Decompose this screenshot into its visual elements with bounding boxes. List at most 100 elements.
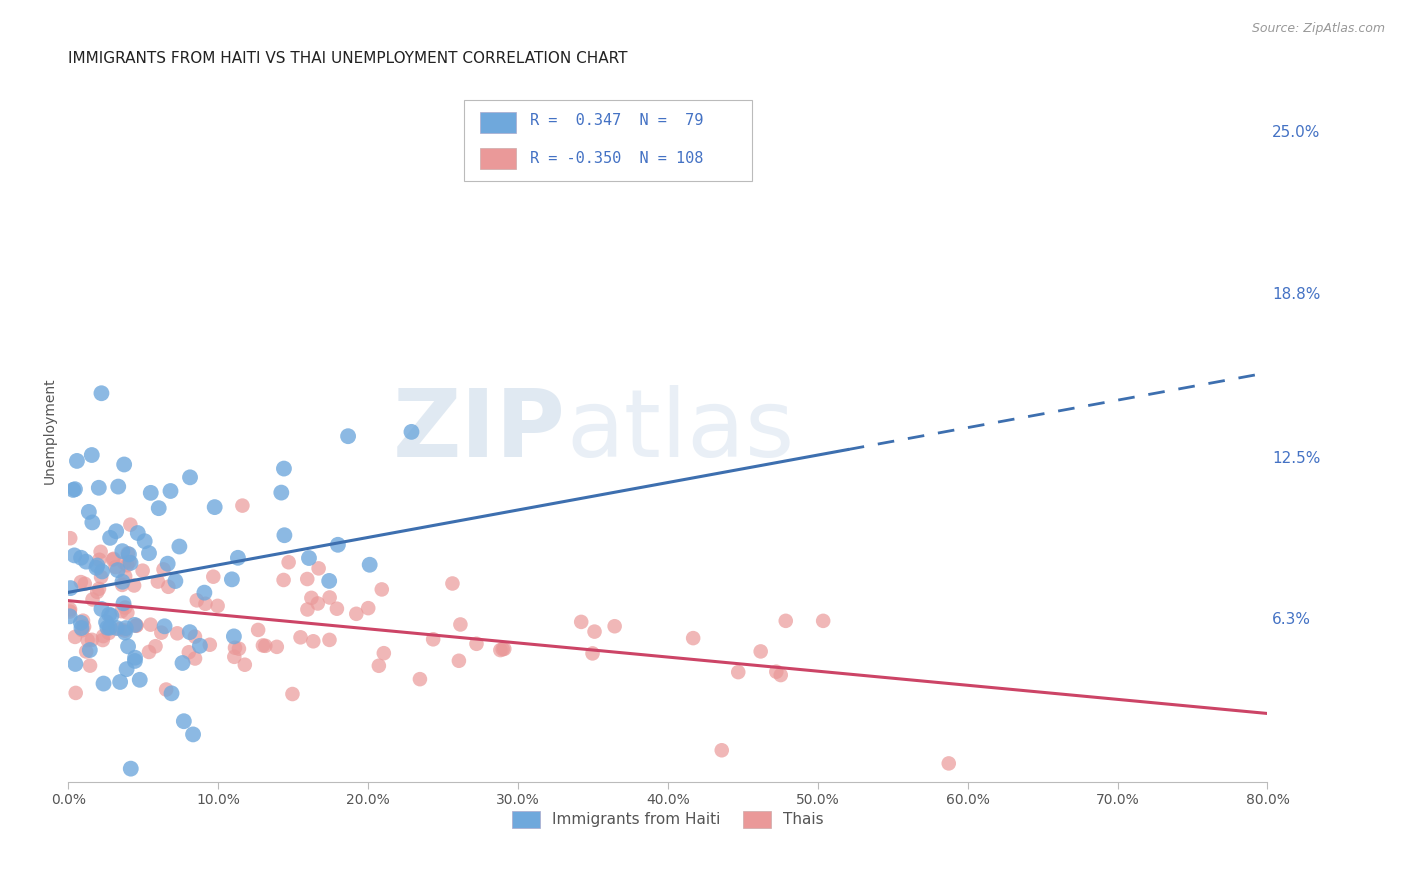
Point (422, 632, 444, 647)
Point (152, 562, 174, 576)
Point (139, 486, 162, 500)
FancyBboxPatch shape (464, 101, 752, 181)
Point (231, 499, 253, 513)
Point (120, 762, 142, 776)
Point (153, 619, 176, 633)
Point (307, 597, 329, 611)
Point (87, 481, 110, 495)
Point (179, 625, 201, 640)
Point (155, 682, 177, 697)
Point (66, 454, 89, 468)
FancyBboxPatch shape (479, 112, 516, 134)
Point (117, 606, 139, 620)
Point (172, 656, 194, 670)
Point (79, 643, 101, 657)
Text: R =  0.347  N =  79: R = 0.347 N = 79 (530, 112, 703, 128)
Point (122, 578, 145, 592)
Point (727, 665, 749, 680)
Point (337, 429, 360, 443)
Point (76, 632, 98, 647)
Point (749, 644, 772, 658)
Point (77, 505, 100, 519)
Point (441, 576, 464, 591)
Point (308, 561, 330, 575)
Point (134, 534, 156, 549)
Point (63, 482, 86, 496)
Point (159, 483, 181, 498)
Point (86, 585, 108, 599)
Y-axis label: Unemployment: Unemployment (44, 377, 58, 483)
FancyBboxPatch shape (479, 148, 516, 169)
Point (96, 621, 118, 635)
Point (94, 615, 117, 630)
Point (173, 714, 195, 729)
Legend: Immigrants from Haiti, Thais: Immigrants from Haiti, Thais (506, 805, 830, 834)
Point (112, 458, 135, 472)
Point (117, 546, 139, 560)
Point (222, 629, 245, 643)
Point (603, 619, 626, 633)
Point (207, 599, 229, 613)
Point (73, 576, 96, 591)
Point (221, 573, 243, 587)
Point (290, 630, 312, 644)
Point (59, 609, 82, 624)
Point (114, 621, 136, 635)
Text: atlas: atlas (565, 384, 794, 476)
Point (326, 538, 349, 552)
Point (86, 558, 108, 573)
Point (318, 591, 340, 605)
Point (160, 686, 183, 700)
Point (79, 658, 101, 673)
Point (252, 639, 274, 653)
Point (254, 639, 277, 653)
Point (299, 591, 322, 605)
Point (138, 645, 160, 659)
Point (101, 552, 124, 566)
Point (165, 574, 187, 588)
Point (202, 570, 225, 584)
Point (103, 552, 125, 566)
Point (204, 500, 226, 515)
Point (112, 556, 135, 570)
Point (357, 601, 380, 615)
Point (169, 540, 191, 554)
Point (100, 608, 122, 623)
Point (409, 672, 432, 686)
Point (318, 632, 340, 647)
Point (73, 620, 96, 634)
Point (146, 574, 169, 589)
Point (111, 578, 134, 592)
Point (112, 596, 135, 610)
Point (326, 601, 349, 615)
Text: IMMIGRANTS FROM HAITI VS THAI UNEMPLOYMENT CORRELATION CHART: IMMIGRANTS FROM HAITI VS THAI UNEMPLOYME… (69, 51, 627, 66)
Point (127, 526, 149, 541)
Point (811, 614, 834, 628)
Point (166, 626, 188, 640)
Point (177, 645, 200, 659)
Point (82, 516, 104, 530)
Point (184, 651, 207, 665)
Point (118, 547, 141, 561)
Point (82, 592, 104, 607)
Point (90, 386, 112, 401)
Point (72, 614, 94, 628)
Point (108, 675, 131, 690)
Point (198, 638, 221, 652)
Point (93, 676, 115, 690)
Point (224, 640, 246, 655)
Point (59, 605, 82, 619)
Point (87, 582, 110, 596)
Point (194, 597, 217, 611)
Point (775, 614, 797, 628)
Point (65, 657, 87, 671)
Point (193, 585, 215, 599)
Point (90, 602, 112, 616)
Point (138, 546, 160, 560)
Point (105, 524, 128, 539)
Point (63, 630, 86, 644)
Point (465, 637, 488, 651)
Point (111, 544, 134, 558)
Point (682, 631, 704, 645)
Point (150, 625, 173, 640)
